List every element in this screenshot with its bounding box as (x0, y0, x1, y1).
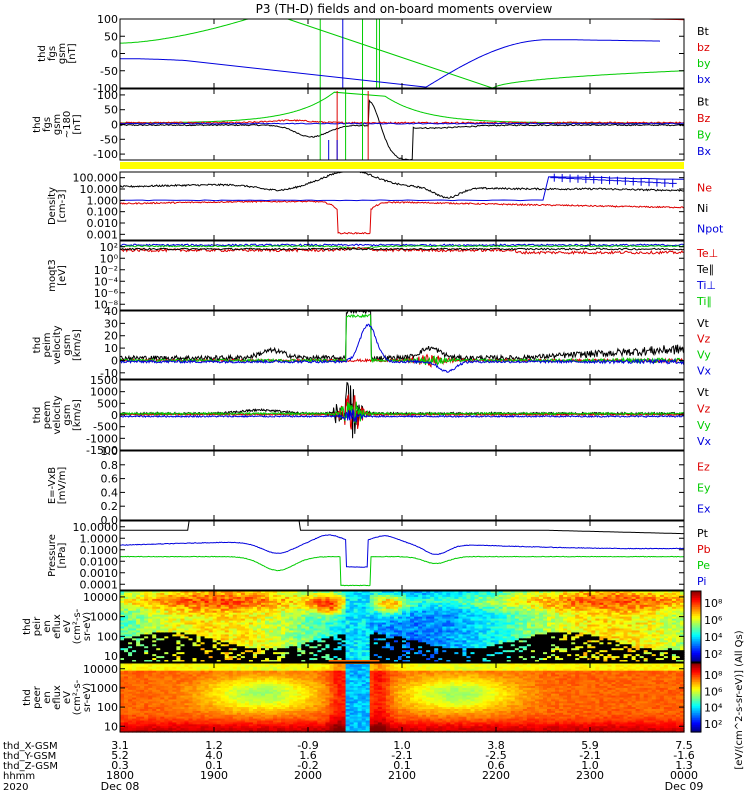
status-bar (120, 162, 684, 169)
chart-title: P3 (TH-D) fields and on-board moments ov… (256, 2, 553, 16)
panel-backgrounds (120, 162, 684, 169)
